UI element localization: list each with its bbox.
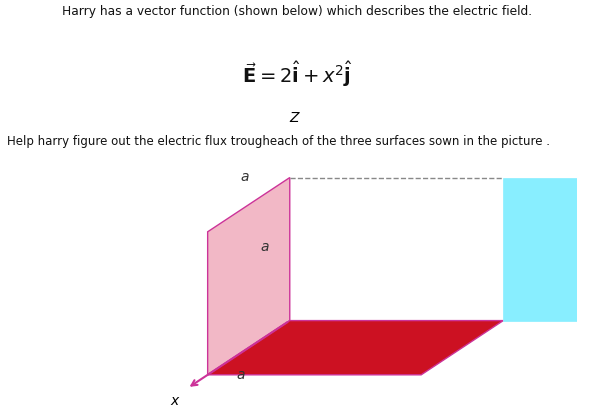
Text: $a$: $a$ <box>259 240 270 254</box>
Text: $\vec{\mathbf{E}} = 2\hat{\mathbf{i}} + x^2\hat{\mathbf{j}}$: $\vec{\mathbf{E}} = 2\hat{\mathbf{i}} + … <box>242 59 353 89</box>
Text: $a$: $a$ <box>240 170 249 184</box>
Text: $a$: $a$ <box>236 368 245 382</box>
Polygon shape <box>208 321 503 375</box>
Polygon shape <box>208 178 290 375</box>
Text: Help harry figure out the electric flux trougheach of the three surfaces sown in: Help harry figure out the electric flux … <box>7 135 550 148</box>
Polygon shape <box>503 178 595 321</box>
Text: x: x <box>171 394 179 408</box>
Text: Z: Z <box>289 111 299 125</box>
Text: Harry has a vector function (shown below) which describes the electric field.: Harry has a vector function (shown below… <box>62 5 533 18</box>
